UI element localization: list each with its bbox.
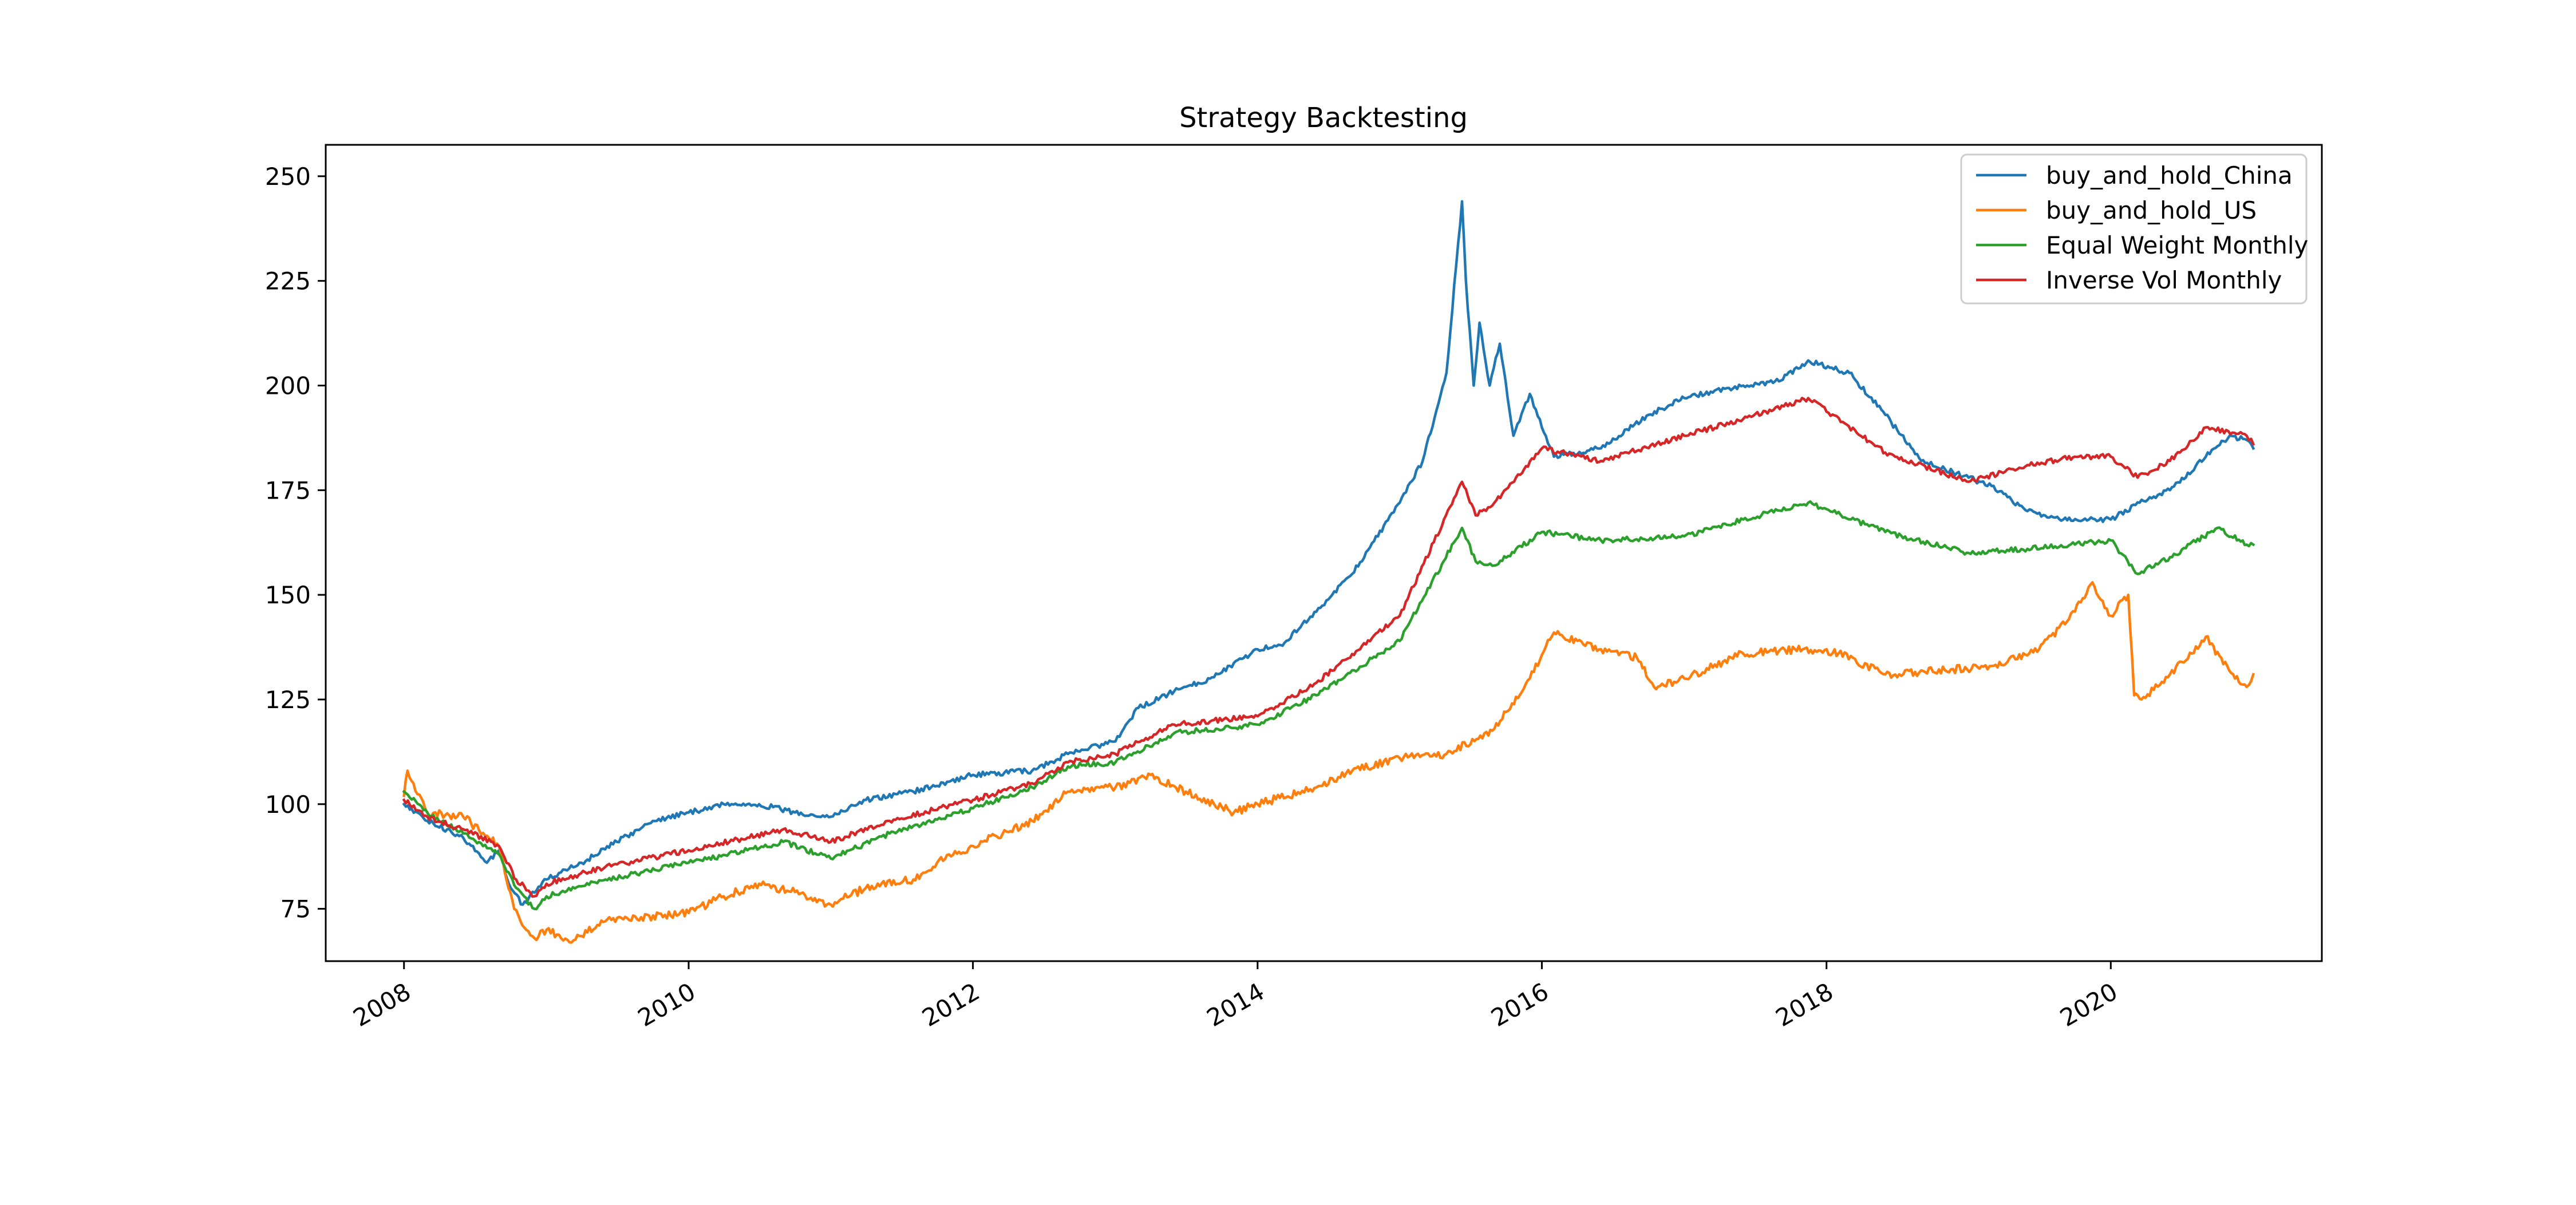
y-tick-label: 150 xyxy=(265,581,311,609)
plot-frame xyxy=(325,144,2323,962)
y-axis: 75 100 125 150 175 200 225 250 xyxy=(265,163,326,923)
series-line xyxy=(402,397,2255,898)
legend-label: Equal Weight Monthly xyxy=(2046,231,2308,259)
series-line xyxy=(402,200,2255,906)
series-layer xyxy=(402,200,2255,944)
y-tick-label: 125 xyxy=(265,686,311,714)
legend-label: buy_and_hold_China xyxy=(2046,161,2293,189)
legend: buy_and_hold_China buy_and_hold_US Equal W… xyxy=(1960,153,2308,305)
y-tick-label: 100 xyxy=(265,791,311,819)
legend-label: Inverse Vol Monthly xyxy=(2046,266,2282,294)
y-tick-label: 250 xyxy=(265,163,311,191)
y-tick-label: 175 xyxy=(265,476,311,504)
legend-box xyxy=(1960,153,2308,305)
legend-label: buy_and_hold_US xyxy=(2046,196,2257,224)
y-tick-label: 200 xyxy=(265,372,311,400)
y-tick-label: 75 xyxy=(280,895,311,923)
chart-title: Strategy Backtesting xyxy=(1179,102,1468,134)
series-line xyxy=(402,580,2255,944)
series-line xyxy=(402,500,2255,911)
y-tick-label: 225 xyxy=(265,267,311,295)
